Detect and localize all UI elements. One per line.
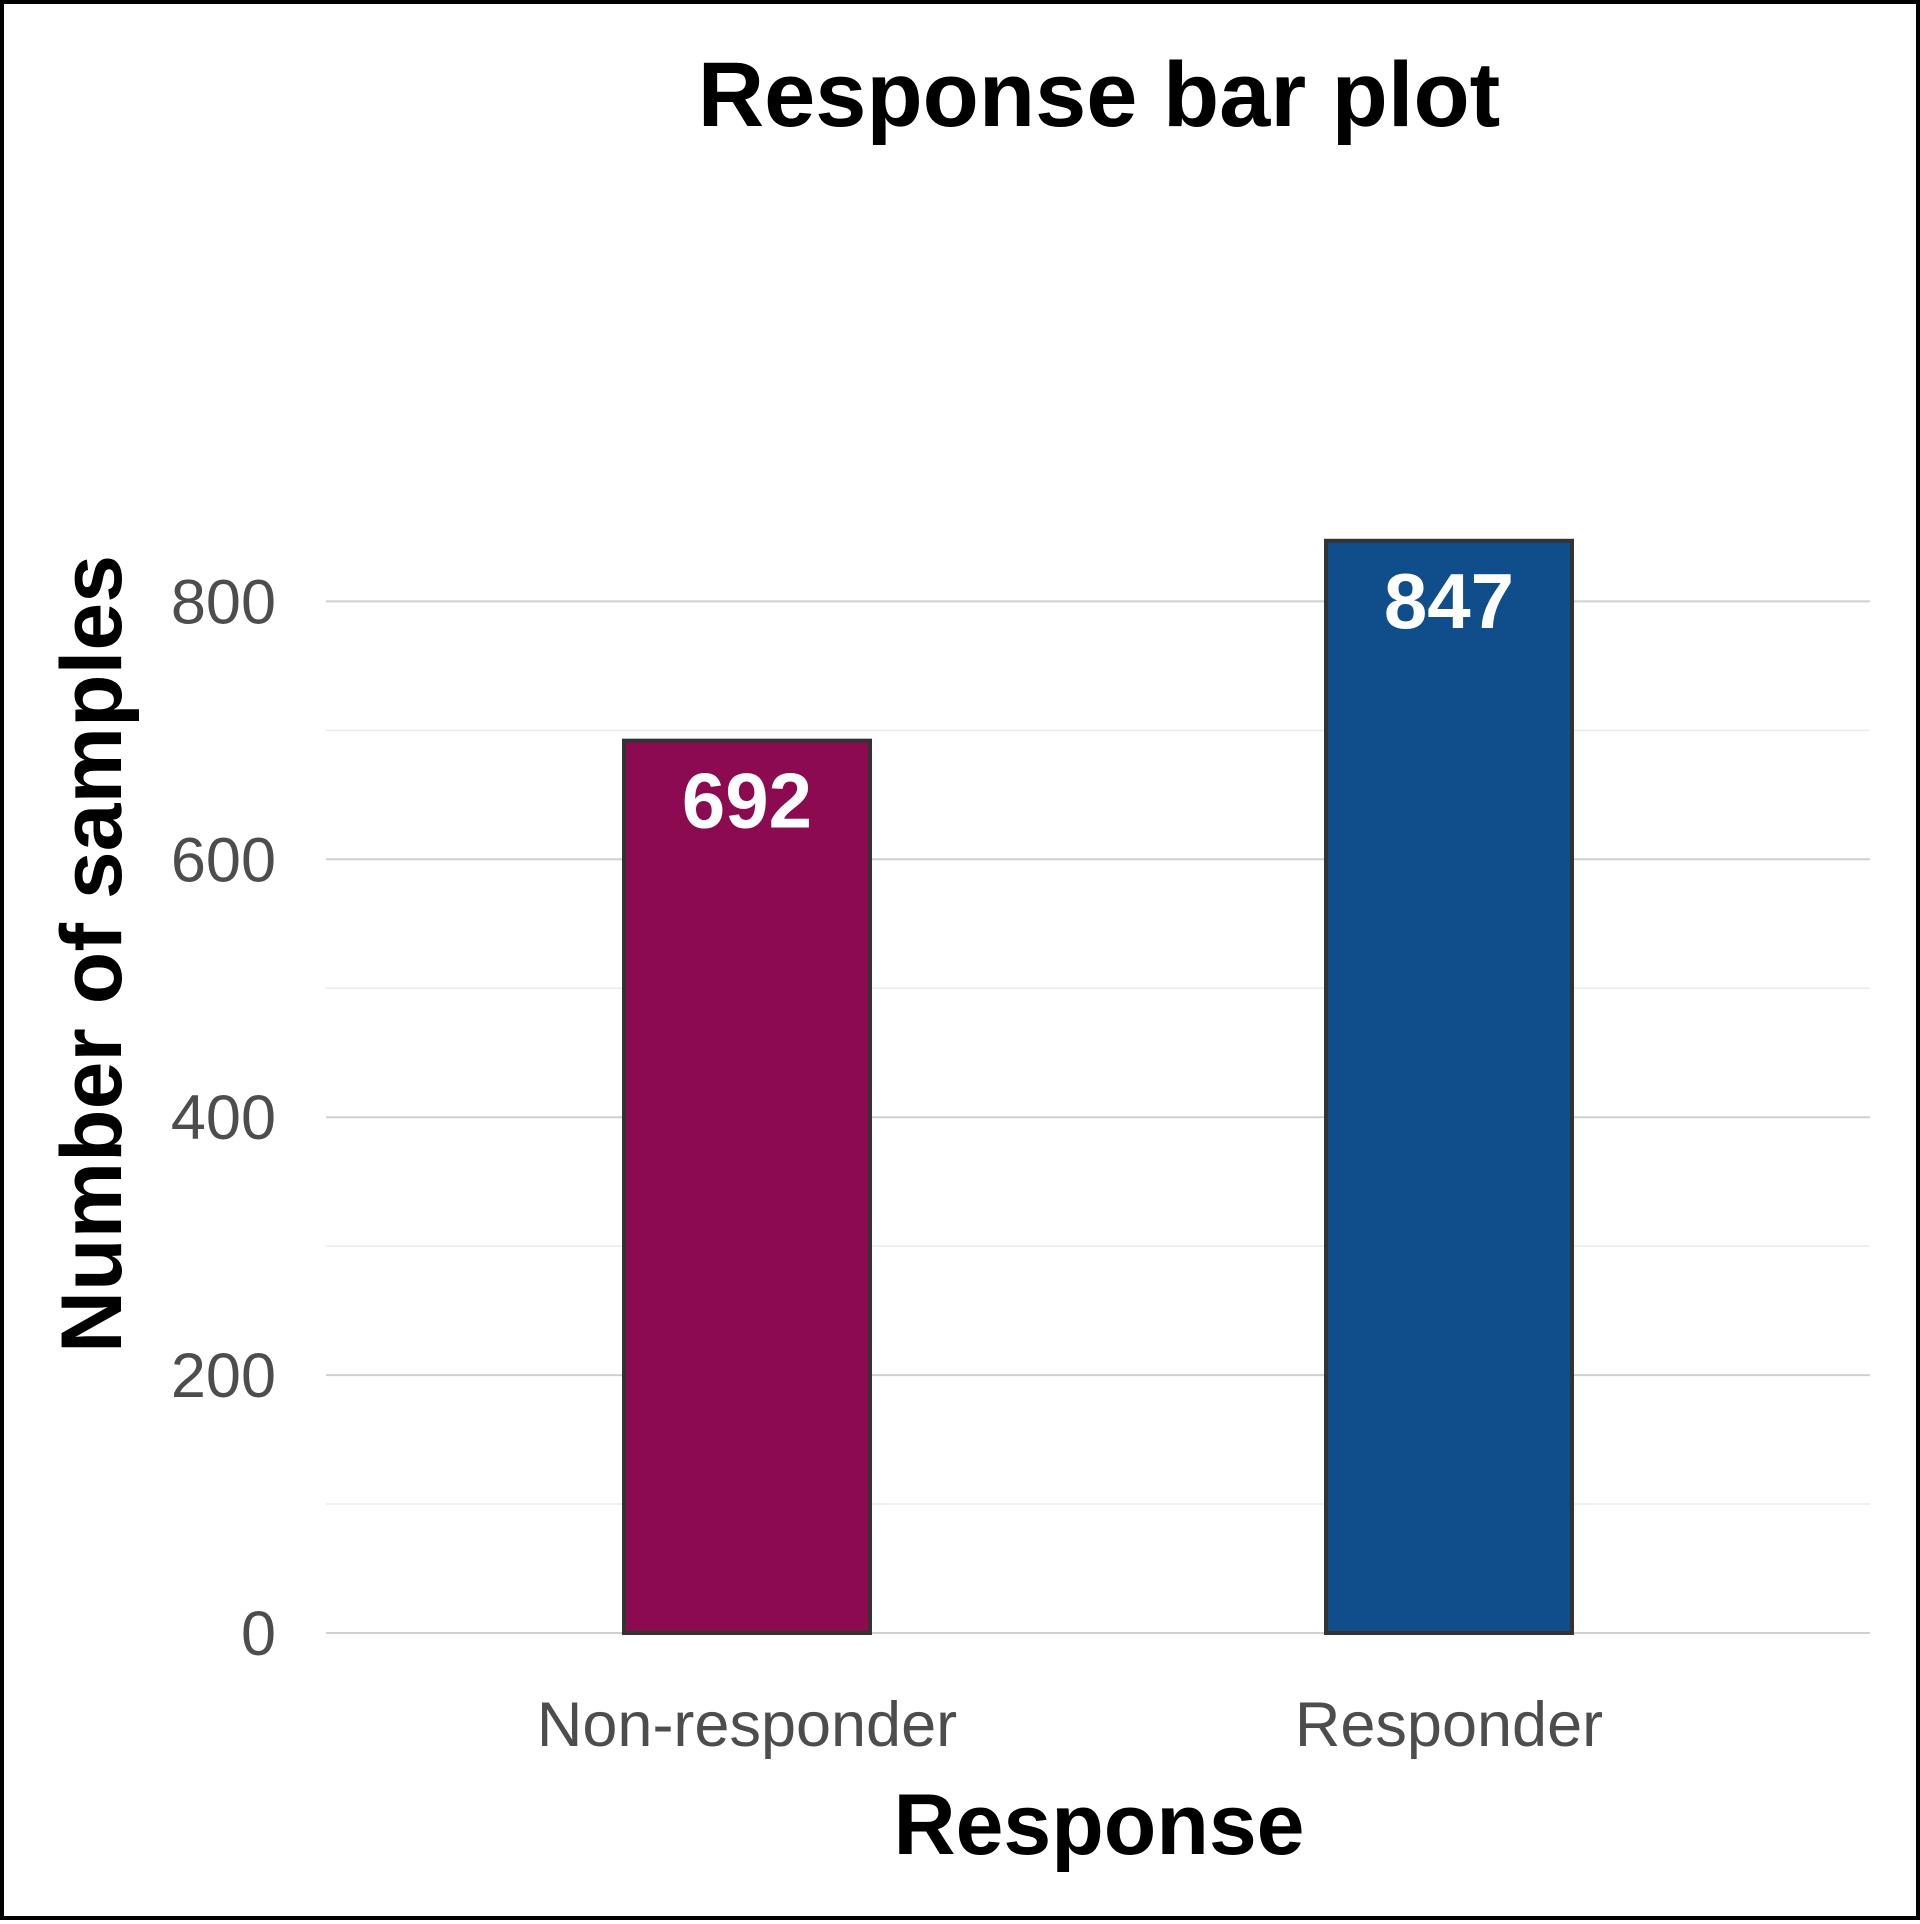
y-tick-label: 800 (171, 567, 276, 637)
bar-value-label: 692 (682, 757, 812, 845)
x-axis-title: Response (893, 1777, 1304, 1873)
bar-non-responder (622, 738, 872, 1635)
x-tick-label: Non-responder (537, 1690, 957, 1760)
y-tick-label: 600 (171, 825, 276, 895)
y-tick-label: 400 (171, 1083, 276, 1153)
y-tick-label: 0 (241, 1599, 276, 1669)
bar-value-labels: 692 847 (682, 557, 1514, 845)
y-tick-label: 200 (171, 1341, 276, 1411)
y-axis-ticks: 0 200 400 600 800 (171, 567, 276, 1669)
x-tick-label: Responder (1295, 1690, 1603, 1760)
bar-responder (1324, 538, 1574, 1636)
gridlines (326, 600, 1870, 1634)
chart-title: Response bar plot (698, 44, 1501, 146)
bar-value-label: 847 (1384, 557, 1514, 645)
y-axis-title: Number of samples (44, 555, 140, 1353)
x-axis-ticks: Non-responder Responder (537, 1690, 1603, 1760)
bar-chart: 692 847 0 200 400 600 800 Non-responder Respon… (44, 44, 1870, 1873)
bars (622, 538, 1574, 1636)
